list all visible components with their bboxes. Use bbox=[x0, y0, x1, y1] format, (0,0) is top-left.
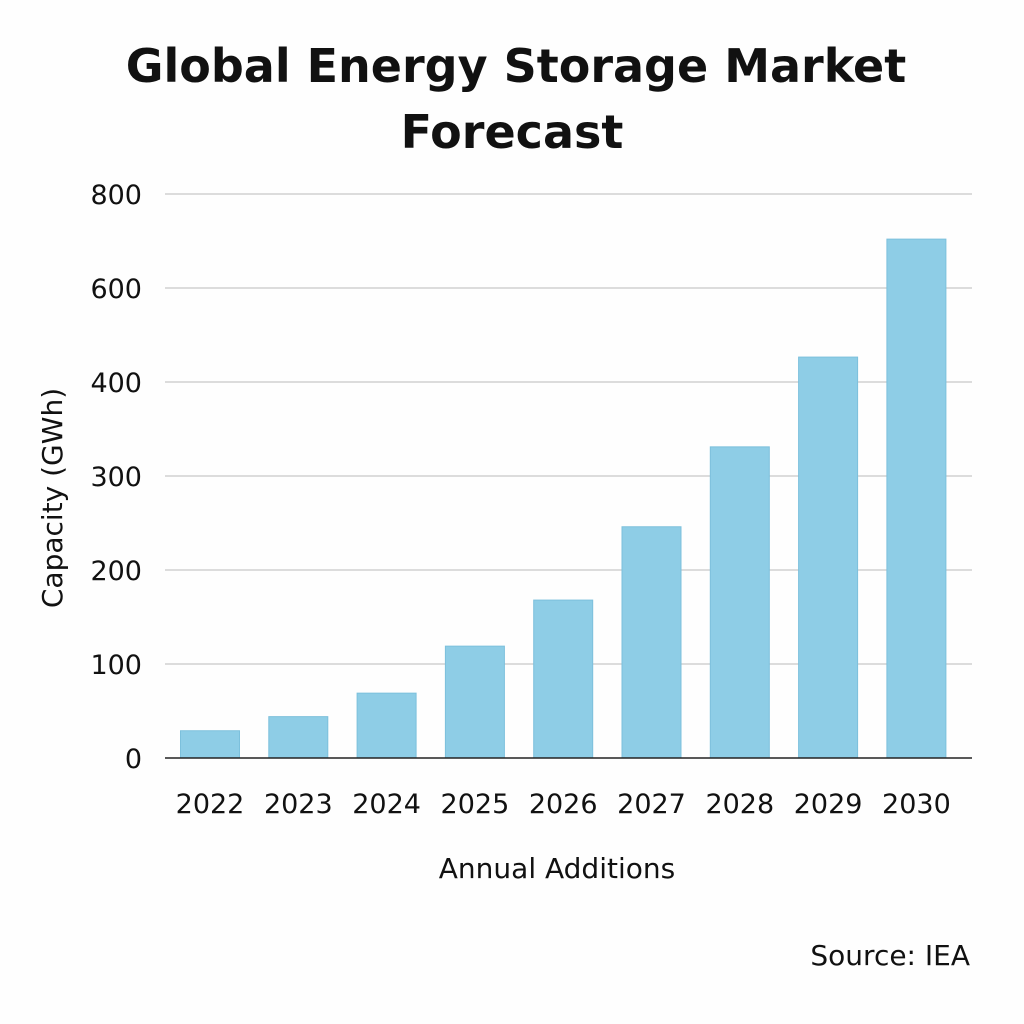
source-note: Source: IEA bbox=[810, 939, 970, 972]
x-tick-label: 2026 bbox=[529, 789, 598, 820]
x-tick-label: 2022 bbox=[176, 789, 245, 820]
y-tick-label: 600 bbox=[90, 274, 142, 305]
y-tick-label: 100 bbox=[90, 650, 142, 681]
y-tick-labels: 0 100 200 300 400 600 800 bbox=[90, 180, 142, 775]
bar-2026 bbox=[533, 599, 594, 759]
x-tick-labels: 2022 2023 2024 2025 2026 2027 2028 2029 2030 bbox=[176, 789, 951, 820]
y-tick-label: 300 bbox=[90, 462, 142, 493]
chart-title-line-2: Forecast bbox=[401, 105, 624, 159]
y-axis-label: Capacity (GWh) bbox=[36, 388, 69, 608]
bar-2025 bbox=[444, 645, 505, 759]
bar-2027 bbox=[621, 526, 682, 759]
x-tick-label: 2030 bbox=[882, 789, 951, 820]
bar-2028 bbox=[709, 446, 770, 759]
y-tick-label: 200 bbox=[90, 556, 142, 587]
x-tick-label: 2025 bbox=[441, 789, 510, 820]
chart-title-line-1: Global Energy Storage Market bbox=[126, 39, 907, 93]
bars bbox=[180, 238, 947, 759]
x-axis-label: Annual Additions bbox=[439, 852, 675, 885]
x-tick-label: 2028 bbox=[705, 789, 774, 820]
x-tick-label: 2024 bbox=[352, 789, 421, 820]
bar-2024 bbox=[356, 692, 417, 759]
bar-2030 bbox=[886, 238, 947, 759]
bar-2023 bbox=[268, 716, 329, 759]
x-tick-label: 2027 bbox=[617, 789, 686, 820]
y-tick-label: 400 bbox=[90, 368, 142, 399]
bar-2029 bbox=[798, 356, 859, 759]
y-tick-label: 0 bbox=[125, 744, 142, 775]
x-tick-label: 2023 bbox=[264, 789, 333, 820]
x-tick-label: 2029 bbox=[794, 789, 863, 820]
y-tick-label: 800 bbox=[90, 180, 142, 211]
bar-2022 bbox=[180, 730, 240, 759]
